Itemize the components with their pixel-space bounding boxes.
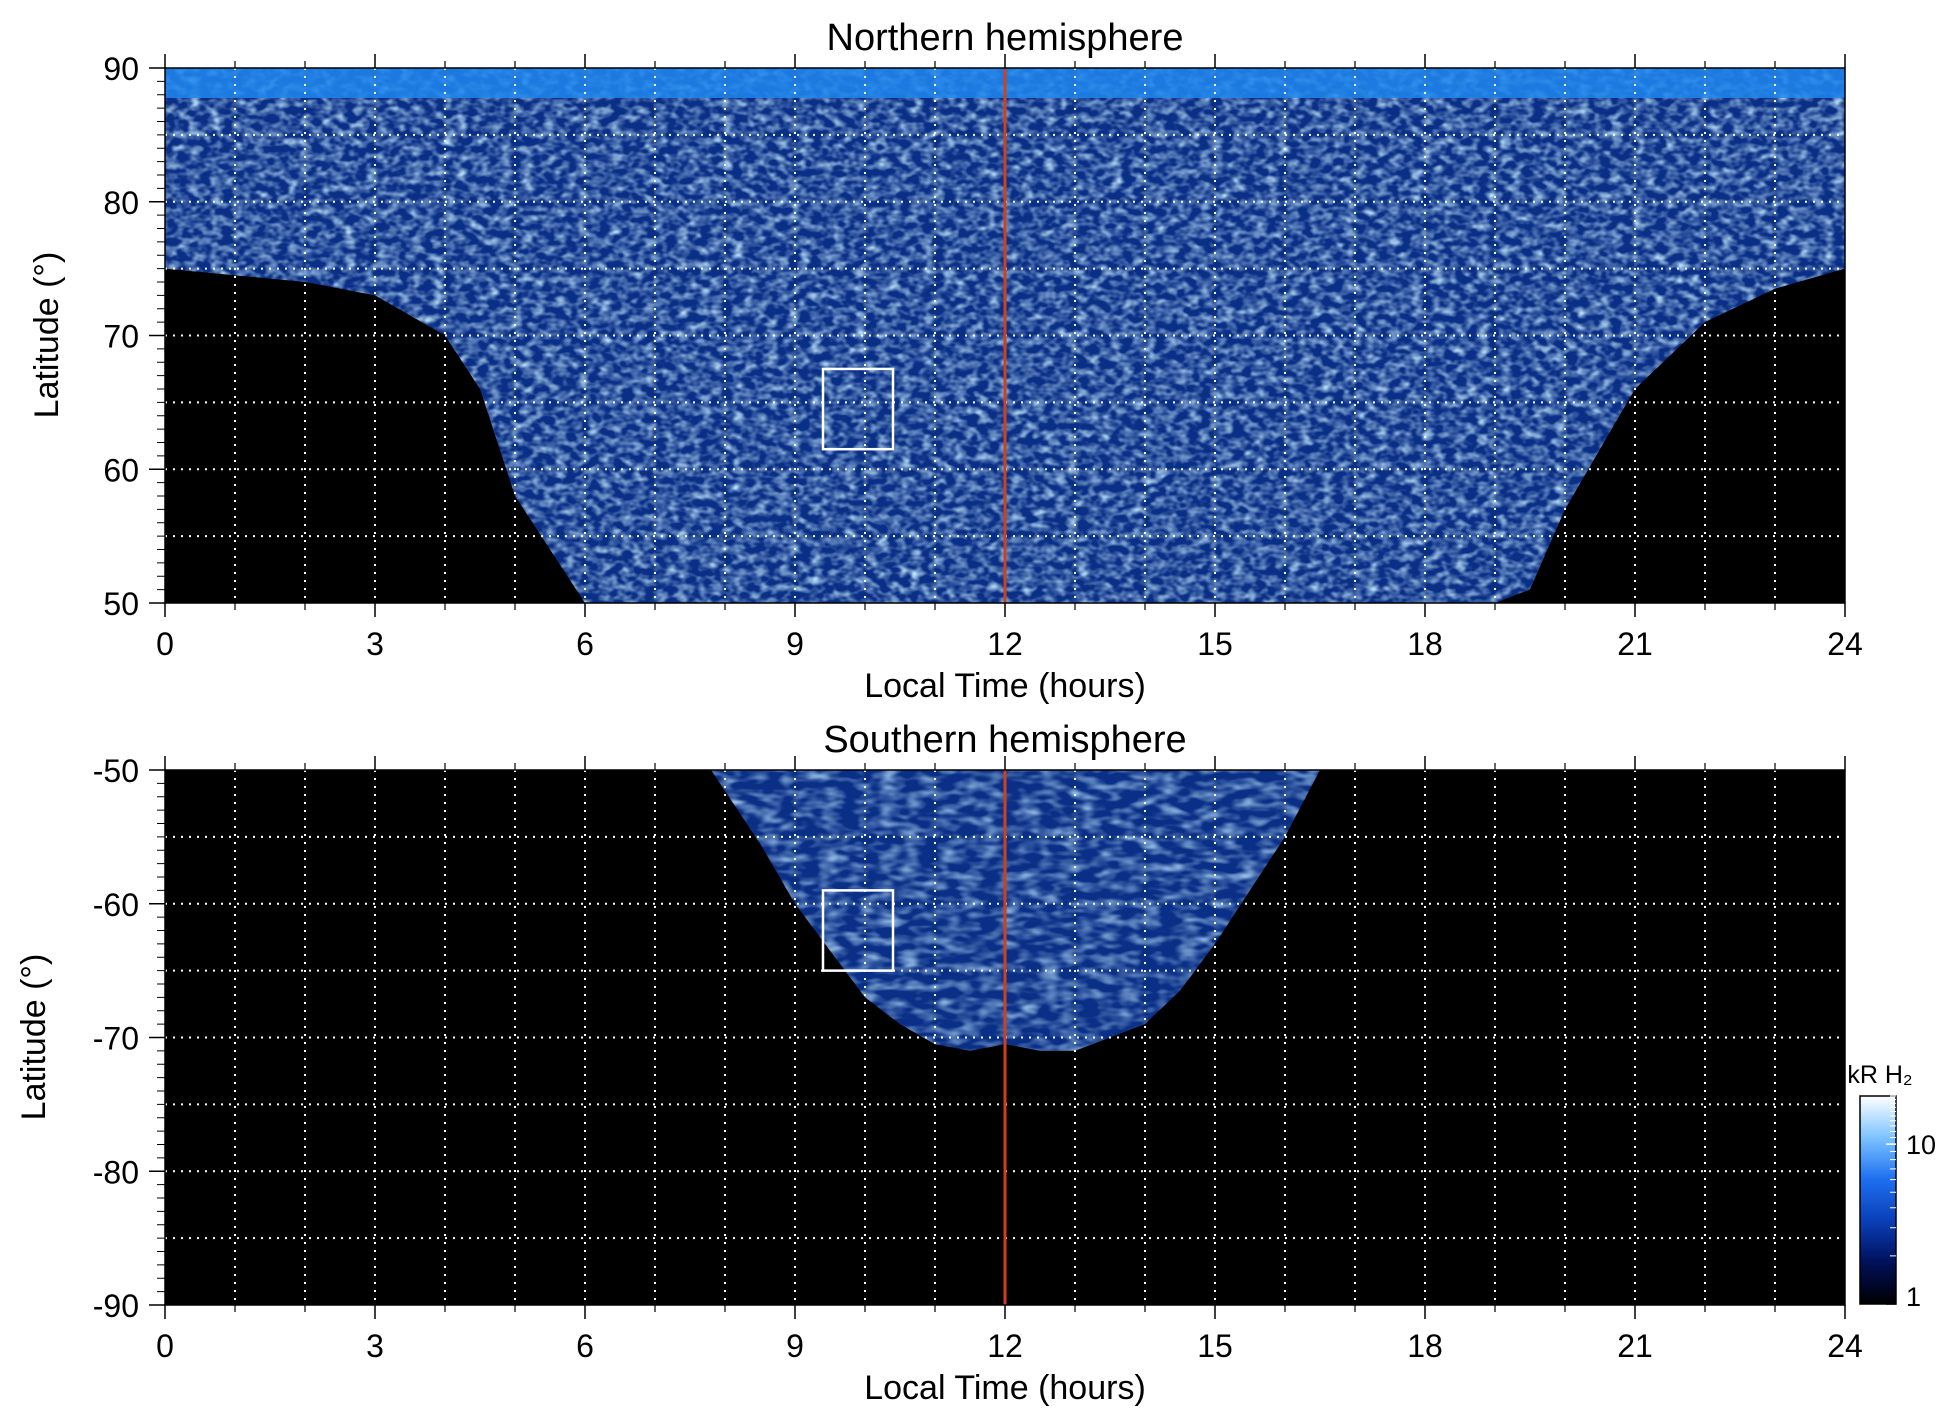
southern-x-tick-label: 9 bbox=[786, 1328, 804, 1364]
northern-x-tick-label: 15 bbox=[1197, 626, 1233, 662]
southern-x-tick-label: 3 bbox=[366, 1328, 384, 1364]
southern-x-tick-label: 18 bbox=[1407, 1328, 1443, 1364]
northern-x-tick-label: 12 bbox=[987, 626, 1023, 662]
colorbar: kR H₂ 1 10 bbox=[1847, 1061, 1936, 1312]
northern-panel: Northern hemisphere 0 3 6 9 12 15 18 21 24 50 60 70… bbox=[28, 17, 1863, 705]
northern-y-tick-label: 70 bbox=[103, 319, 139, 355]
colorbar-scale bbox=[1859, 1095, 1897, 1305]
northern-x-tick-label: 18 bbox=[1407, 626, 1443, 662]
colorbar-tick-label: 10 bbox=[1906, 1130, 1936, 1160]
southern-y-tick-label: -60 bbox=[93, 887, 139, 923]
northern-y-axis-label: Latitude (°) bbox=[28, 252, 66, 419]
southern-x-tick-label: 12 bbox=[987, 1328, 1023, 1364]
northern-y-tick-label: 90 bbox=[103, 51, 139, 87]
colorbar-label: kR H₂ bbox=[1847, 1061, 1912, 1089]
northern-x-tick-label: 3 bbox=[366, 626, 384, 662]
southern-x-tick-label: 0 bbox=[156, 1328, 174, 1364]
southern-y-tick-label: -50 bbox=[93, 753, 139, 789]
northern-y-tick-label: 50 bbox=[103, 586, 139, 622]
northern-x-tick-label: 6 bbox=[576, 626, 594, 662]
colorbar-tick-label: 1 bbox=[1906, 1282, 1921, 1312]
southern-x-tick-label: 21 bbox=[1617, 1328, 1653, 1364]
northern-region-box-rect bbox=[821, 367, 895, 451]
northern-x-tick-label: 24 bbox=[1827, 626, 1863, 662]
southern-y-tick-label: -70 bbox=[93, 1021, 139, 1057]
northern-x-tick-label: 0 bbox=[156, 626, 174, 662]
southern-x-tick-label: 24 bbox=[1827, 1328, 1863, 1364]
northern-x-tick-label: 21 bbox=[1617, 626, 1653, 662]
northern-panel-title: Northern hemisphere bbox=[827, 17, 1184, 59]
northern-region-box bbox=[821, 367, 895, 451]
southern-y-axis-label: Latitude (°) bbox=[15, 954, 53, 1121]
southern-region-box-rect bbox=[821, 889, 895, 972]
southern-x-axis-label: Local Time (hours) bbox=[864, 1369, 1146, 1407]
southern-x-tick-label: 15 bbox=[1197, 1328, 1233, 1364]
northern-y-tick-label: 60 bbox=[103, 452, 139, 488]
northern-axes: 0 3 6 9 12 15 18 21 24 50 60 70 80 90 bbox=[103, 51, 1862, 662]
southern-axes: 0 3 6 9 12 15 18 21 24 -90 -80 -70 -60 -50 bbox=[93, 753, 1863, 1364]
southern-x-tick-label: 6 bbox=[576, 1328, 594, 1364]
colorbar-ticks: 1 10 bbox=[1886, 1095, 1936, 1312]
northern-x-axis-label: Local Time (hours) bbox=[864, 667, 1146, 705]
southern-region-box bbox=[821, 889, 895, 972]
northern-x-tick-label: 9 bbox=[786, 626, 804, 662]
southern-panel-title: Southern hemisphere bbox=[823, 719, 1186, 761]
southern-y-tick-label: -90 bbox=[93, 1288, 139, 1324]
southern-panel: Southern hemisphere 0 3 6 9 12 15 18 21 24 -90 -80… bbox=[15, 719, 1863, 1407]
southern-y-tick-label: -80 bbox=[93, 1154, 139, 1190]
northern-y-tick-label: 80 bbox=[103, 185, 139, 221]
